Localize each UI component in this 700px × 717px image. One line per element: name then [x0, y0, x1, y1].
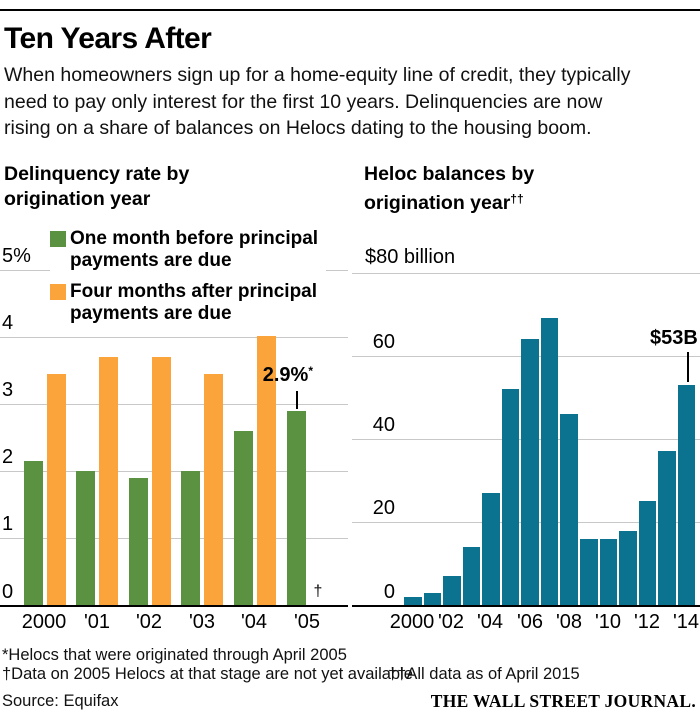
delinquency-chart-title-line2: origination year — [4, 188, 151, 210]
x-axis-label: '02 — [437, 611, 465, 633]
heloc-chart: Heloc balances by origination year†† $80 … — [352, 160, 700, 652]
bar-orange — [99, 357, 118, 605]
bar-orange — [47, 374, 66, 605]
bar-green — [181, 471, 200, 605]
bar-teal — [423, 593, 441, 605]
footnote-asterisk: *Helocs that were originated through Apr… — [2, 646, 347, 664]
legend-label-orange: Four months after principal payments are… — [70, 281, 318, 324]
annotation-callout-line — [687, 352, 689, 382]
x-axis-baseline — [0, 605, 348, 607]
bar-teal — [540, 318, 559, 605]
x-axis-label: 2000 — [389, 611, 435, 633]
bar-green — [76, 471, 95, 605]
bar-orange — [204, 374, 223, 605]
x-axis-label: '08 — [555, 611, 583, 633]
publication-credit: THE WALL STREET JOURNAL. — [430, 691, 696, 711]
gridline — [352, 273, 700, 274]
gridline — [0, 471, 348, 472]
bar-teal — [443, 576, 461, 605]
delinquency-annotation-footnote-mark: * — [308, 364, 313, 378]
legend-item-orange: Four months after principal payments are… — [50, 281, 318, 325]
bar-teal — [677, 385, 696, 605]
bar-teal — [501, 389, 520, 605]
x-axis-label: '10 — [594, 611, 622, 633]
delinquency-annotation: 2.9%* — [233, 364, 313, 387]
bar-orange — [257, 323, 276, 605]
y-axis-label: 4 — [2, 312, 14, 334]
y-axis-label: 5% — [2, 245, 31, 267]
x-axis-label: '03 — [188, 611, 216, 633]
y-axis-label: 2 — [2, 446, 14, 468]
y-axis-label: 60 — [372, 331, 395, 353]
bar-teal — [462, 547, 481, 605]
x-axis-label: '04 — [240, 611, 268, 633]
source-credit: Source: Equifax — [2, 692, 119, 710]
legend-item-green: One month before principal payments are … — [50, 228, 318, 272]
heloc-annotation: $53B — [650, 327, 698, 349]
x-axis-label: '06 — [516, 611, 544, 633]
footnote-double-dagger: ††All data as of April 2015 — [388, 665, 580, 683]
bar-teal — [599, 539, 617, 605]
heloc-plot-area: $80 billion 60 40 20 0 2000'02 '04 '06 '08 '10 '12… — [352, 160, 700, 652]
bar-green — [129, 478, 148, 605]
bar-orange — [152, 357, 171, 605]
intro-text: When homeowners sign up for a home-equit… — [4, 64, 631, 139]
x-axis-label: '01 — [83, 611, 111, 633]
gridline — [0, 337, 348, 338]
bar-green — [234, 431, 253, 605]
y-axis-label: 20 — [372, 497, 395, 519]
delinquency-chart-title: Delinquency rate by origination year — [4, 162, 189, 212]
bar-teal — [482, 493, 500, 605]
bar-teal — [658, 451, 676, 605]
y-axis-label: 0 — [383, 581, 395, 603]
delinquency-chart-title-line1: Delinquency rate by — [4, 163, 190, 185]
x-axis-baseline — [352, 605, 700, 607]
bar-green — [287, 411, 306, 605]
heloc-chart-title-footnote-mark: †† — [510, 192, 524, 206]
footnote-dagger: †Data on 2005 Helocs at that stage are n… — [2, 665, 413, 683]
y-axis-label: $80 billion — [365, 246, 456, 268]
heloc-chart-title-line2: origination year — [364, 192, 511, 214]
legend-label-green: One month before principal payments are … — [70, 228, 319, 271]
orange-swatch-icon — [50, 284, 66, 300]
x-axis-label: '02 — [135, 611, 163, 633]
missing-data-dagger: † — [313, 583, 323, 600]
top-rule — [0, 9, 700, 11]
y-axis-label: 40 — [372, 414, 395, 436]
x-axis-label: '14 — [672, 611, 700, 633]
gridline — [0, 404, 348, 405]
gridline — [0, 538, 348, 539]
delinquency-plot-area: 5% 4 3 2 1 0 2000 '01 '02 '03 '04 '05 — [0, 160, 348, 652]
bar-green — [24, 461, 43, 605]
bar-teal — [521, 339, 539, 605]
y-axis-label: 0 — [2, 581, 14, 603]
bar-teal — [619, 531, 637, 605]
bar-teal — [560, 414, 578, 605]
y-axis-label: 3 — [2, 379, 14, 401]
bar-teal — [580, 539, 598, 605]
bar-teal — [638, 501, 657, 605]
green-swatch-icon — [50, 231, 66, 247]
heloc-chart-title-line1: Heloc balances by — [364, 163, 535, 185]
legend: One month before principal payments are … — [50, 228, 327, 336]
heloc-chart-title: Heloc balances by origination year†† — [364, 162, 534, 216]
x-axis-label: '05 — [293, 611, 321, 633]
delinquency-annotation-value: 2.9% — [262, 364, 309, 386]
x-axis-label: '04 — [476, 611, 504, 633]
annotation-callout-line — [296, 391, 298, 409]
page-title: Ten Years After — [4, 22, 212, 55]
x-axis-label: 2000 — [21, 611, 67, 633]
y-axis-label: 1 — [2, 513, 14, 535]
bar-teal — [404, 597, 422, 605]
delinquency-chart: Delinquency rate by origination year One … — [0, 160, 348, 652]
x-axis-label: '12 — [633, 611, 661, 633]
